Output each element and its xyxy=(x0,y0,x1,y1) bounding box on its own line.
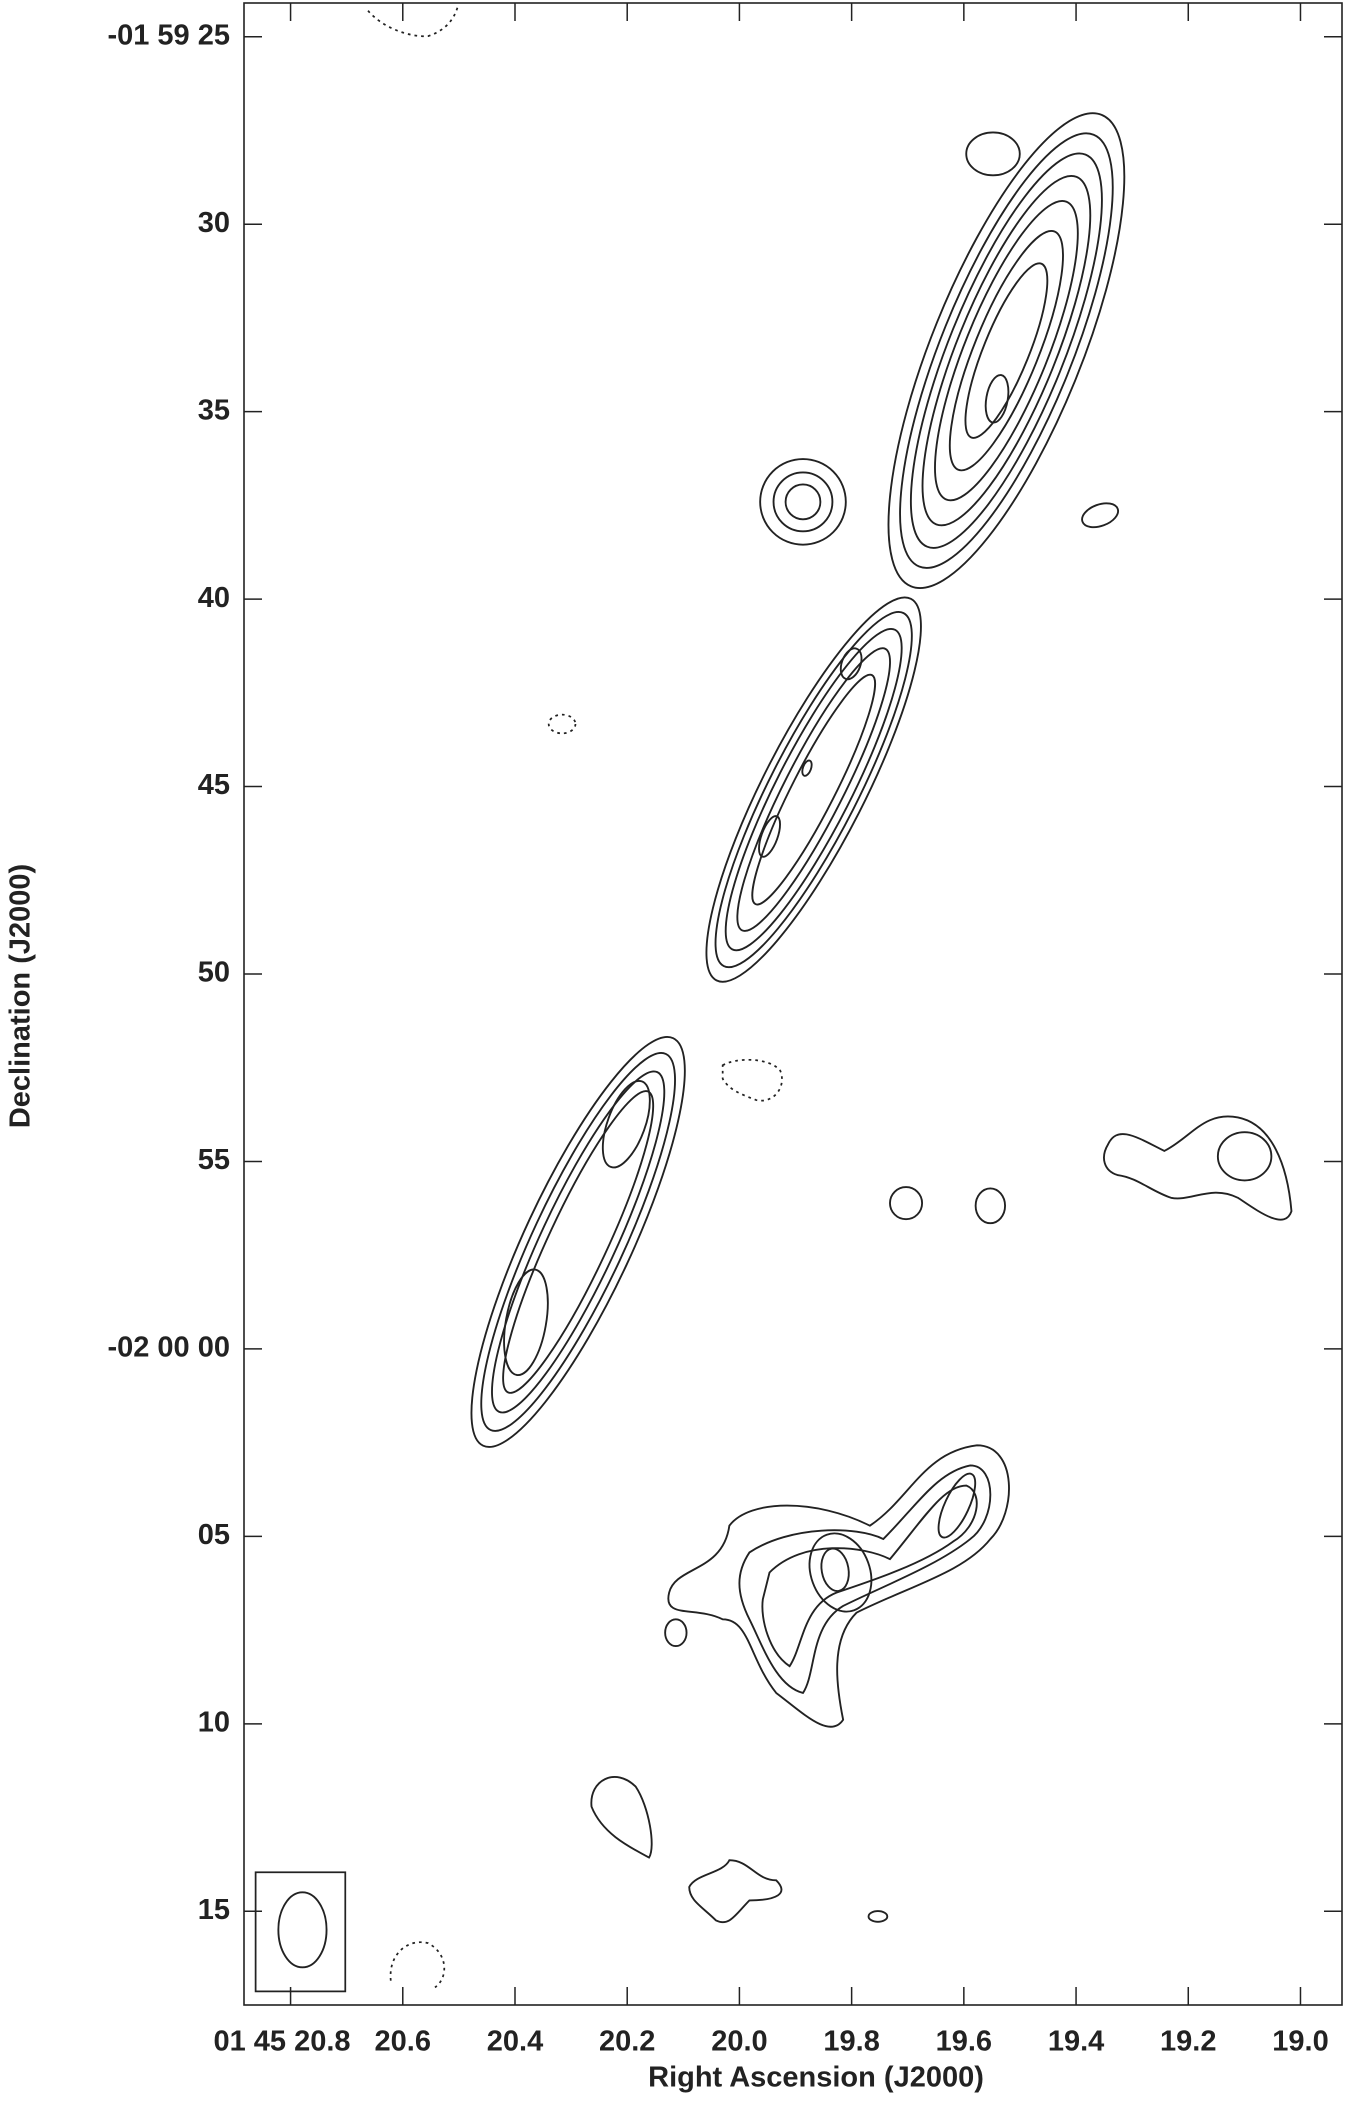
contour xyxy=(937,1472,977,1539)
contour-group xyxy=(705,596,922,983)
contour xyxy=(1103,1115,1293,1221)
contour xyxy=(1216,1131,1273,1182)
y-tick-label: -01 59 25 xyxy=(107,19,230,51)
contour xyxy=(974,1187,1007,1225)
contour xyxy=(738,1464,992,1695)
contour xyxy=(934,199,1079,502)
plot-frame xyxy=(243,2,1343,2006)
contour-map xyxy=(254,6,1293,1993)
x-axis-label: Right Ascension (J2000) xyxy=(648,2062,984,2094)
x-tick-label: 20.6 xyxy=(375,2026,431,2058)
contour xyxy=(1081,502,1120,529)
contour xyxy=(887,112,1126,589)
y-tick-label: 40 xyxy=(198,582,230,614)
contour xyxy=(705,596,922,983)
y-axis-label: Declination (J2000) xyxy=(5,864,37,1128)
contour xyxy=(688,1859,783,1924)
contour xyxy=(801,759,813,777)
contour xyxy=(772,471,834,533)
contour xyxy=(759,458,847,546)
x-tick-label: 20.0 xyxy=(711,2026,767,2058)
x-tick-label: 01 45 20.8 xyxy=(213,2026,350,2058)
contour-group xyxy=(470,1035,686,1448)
contour xyxy=(667,1444,1010,1728)
x-tick-label: 19.2 xyxy=(1160,2026,1216,2058)
y-tick-label: 15 xyxy=(198,1894,230,1926)
contour xyxy=(470,1035,686,1448)
x-tick-label: 20.4 xyxy=(487,2026,543,2058)
contour xyxy=(899,132,1114,569)
contour xyxy=(736,647,891,932)
contour xyxy=(984,374,1010,424)
contour xyxy=(867,1910,889,1923)
contour xyxy=(839,647,863,681)
y-tick-label: 35 xyxy=(198,394,230,426)
y-tick-label: 05 xyxy=(198,1519,230,1551)
contour xyxy=(758,815,781,858)
negative-contour xyxy=(721,1058,783,1102)
contour xyxy=(889,1186,924,1221)
x-tick-label: 19.8 xyxy=(823,2026,879,2058)
x-tick-label: 20.2 xyxy=(599,2026,655,2058)
contour xyxy=(820,1547,850,1592)
y-tick-label: 55 xyxy=(198,1144,230,1176)
beam xyxy=(277,1891,328,1969)
x-tick-label: 19.4 xyxy=(1048,2026,1104,2058)
contour xyxy=(724,627,903,952)
contour xyxy=(761,1484,978,1668)
contour xyxy=(964,262,1049,439)
x-tick-label: 19.0 xyxy=(1272,2026,1328,2058)
contour xyxy=(965,131,1021,177)
contour xyxy=(491,1070,666,1414)
y-tick-label: 30 xyxy=(198,207,230,239)
beam-box xyxy=(254,1871,347,1993)
negative-contour xyxy=(389,1941,446,1989)
contour xyxy=(714,611,913,969)
contour xyxy=(784,483,822,521)
contour xyxy=(909,152,1103,549)
contour xyxy=(921,174,1092,527)
contour xyxy=(480,1052,676,1432)
contour xyxy=(503,1268,549,1377)
negative-contour xyxy=(547,713,577,735)
y-tick-label: 45 xyxy=(198,769,230,801)
contour xyxy=(751,673,876,906)
y-tick-label: 10 xyxy=(198,1706,230,1738)
x-tick-label: 19.6 xyxy=(936,2026,992,2058)
contour xyxy=(664,1618,688,1648)
contour-group xyxy=(887,112,1126,589)
contour xyxy=(601,1079,651,1169)
negative-contour xyxy=(367,6,459,38)
contour xyxy=(590,1776,653,1859)
contour xyxy=(808,1532,873,1613)
y-tick-label: -02 00 00 xyxy=(107,1332,230,1364)
contour xyxy=(948,229,1064,472)
y-tick-label: 50 xyxy=(198,957,230,989)
